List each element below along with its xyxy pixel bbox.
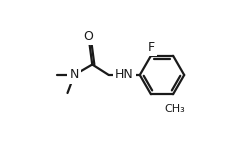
Text: HN: HN (115, 69, 134, 81)
Text: N: N (70, 69, 79, 81)
Text: O: O (83, 30, 93, 42)
Text: CH₃: CH₃ (165, 104, 185, 114)
Text: F: F (148, 40, 155, 54)
